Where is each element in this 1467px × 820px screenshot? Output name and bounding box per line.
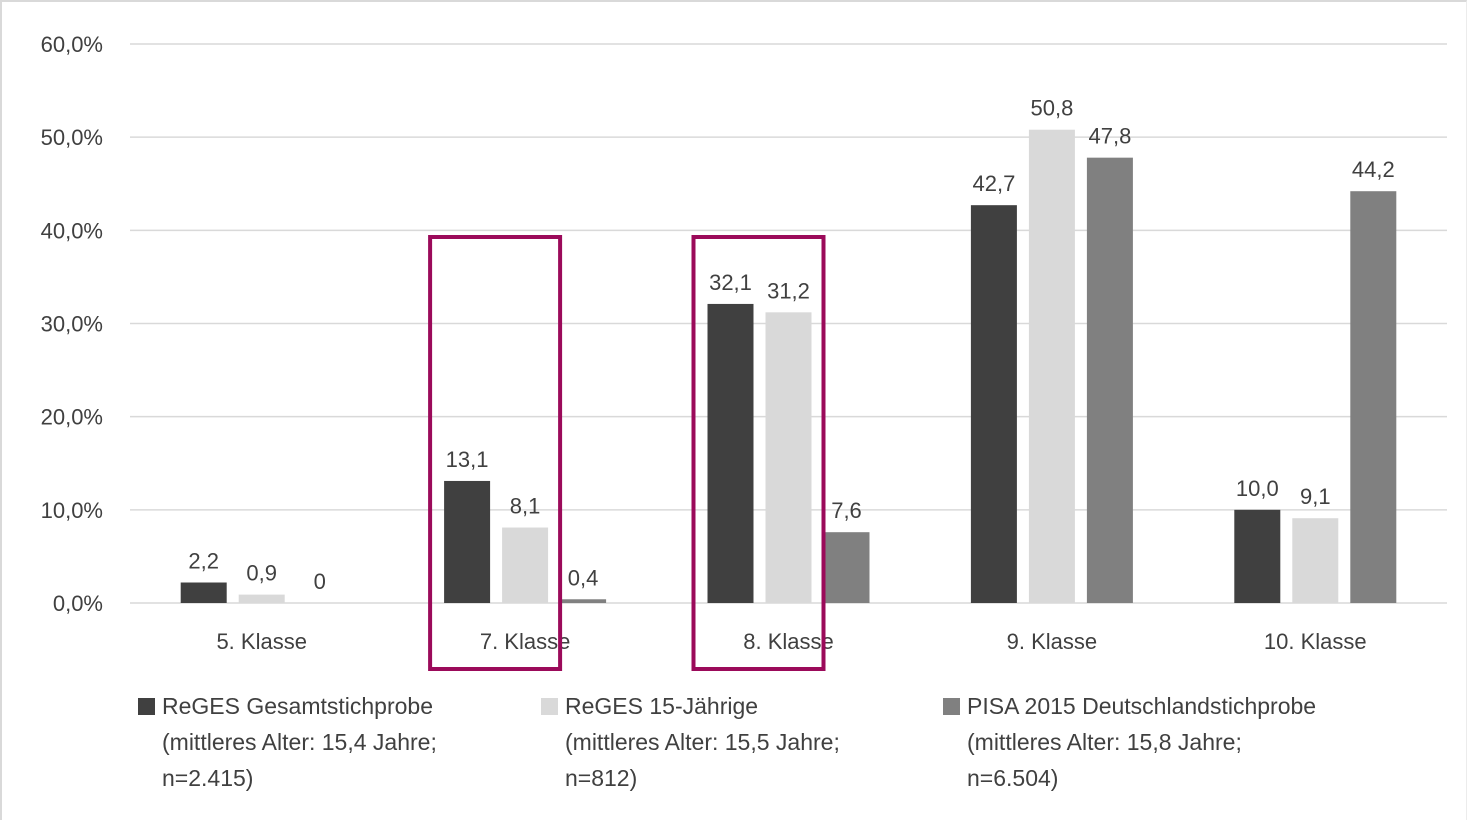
y-tick-label: 20,0% bbox=[41, 405, 103, 430]
bar bbox=[444, 480, 491, 603]
data-label: 50,8 bbox=[1030, 96, 1073, 121]
data-label: 31,2 bbox=[767, 278, 810, 303]
y-tick-label: 30,0% bbox=[41, 312, 103, 337]
x-tick-label: 10. Klasse bbox=[1264, 629, 1367, 654]
legend-label: ReGES Gesamtstichprobe bbox=[162, 693, 433, 719]
legend-item: ReGES Gesamtstichprobe (mittleres Alter: … bbox=[138, 693, 437, 791]
bar bbox=[707, 303, 754, 603]
data-label: 32,1 bbox=[709, 270, 752, 295]
data-label: 7,6 bbox=[831, 498, 862, 523]
bar bbox=[560, 599, 607, 603]
y-tick-label: 60,0% bbox=[41, 32, 103, 57]
legend-label: n=812) bbox=[565, 765, 637, 791]
legend-label: ReGES 15-Jährige bbox=[565, 693, 758, 719]
x-tick-label: 8. Klasse bbox=[743, 629, 834, 654]
legend: ReGES Gesamtstichprobe (mittleres Alter: … bbox=[138, 693, 1316, 791]
legend-label: (mittleres Alter: 15,4 Jahre; bbox=[162, 729, 437, 755]
bar bbox=[970, 205, 1017, 603]
legend-swatch bbox=[138, 698, 155, 715]
x-tick-label: 7. Klasse bbox=[480, 629, 571, 654]
bar bbox=[238, 594, 285, 603]
data-label: 2,2 bbox=[188, 549, 219, 574]
y-tick-label: 0,0% bbox=[53, 591, 103, 616]
x-tick-label: 9. Klasse bbox=[1007, 629, 1098, 654]
legend-item: PISA 2015 Deutschlandstichprobe (mittlere… bbox=[943, 693, 1316, 791]
bar bbox=[823, 532, 870, 603]
y-tick-label: 10,0% bbox=[41, 498, 103, 523]
bar bbox=[502, 527, 549, 603]
bar bbox=[1234, 509, 1281, 603]
legend-item: ReGES 15-Jährige (mittleres Alter: 15,5 J… bbox=[541, 693, 840, 791]
data-label: 13,1 bbox=[446, 447, 489, 472]
y-tick-label: 40,0% bbox=[41, 218, 103, 243]
bar bbox=[1292, 518, 1339, 603]
legend-swatch bbox=[541, 698, 558, 715]
data-label: 0,9 bbox=[246, 561, 277, 586]
legend-label: n=6.504) bbox=[967, 765, 1058, 791]
data-label: 0,4 bbox=[568, 565, 599, 590]
x-tick-label: 5. Klasse bbox=[216, 629, 307, 654]
legend-swatch bbox=[943, 698, 960, 715]
data-label: 0 bbox=[314, 569, 326, 594]
bar bbox=[1028, 129, 1075, 604]
legend-label: PISA 2015 Deutschlandstichprobe bbox=[967, 693, 1316, 719]
data-label: 9,1 bbox=[1300, 484, 1331, 509]
bar bbox=[1086, 157, 1133, 603]
highlight-box bbox=[691, 235, 826, 671]
legend-label: (mittleres Alter: 15,5 Jahre; bbox=[565, 729, 840, 755]
data-label: 44,2 bbox=[1352, 157, 1395, 182]
legend-label: (mittleres Alter: 15,8 Jahre; bbox=[967, 729, 1242, 755]
data-label: 10,0 bbox=[1236, 476, 1279, 501]
highlight-box bbox=[428, 235, 563, 671]
data-label: 47,8 bbox=[1088, 124, 1131, 149]
bars bbox=[180, 129, 1397, 604]
data-label: 8,1 bbox=[510, 494, 541, 519]
bar bbox=[765, 312, 812, 603]
y-tick-label: 50,0% bbox=[41, 125, 103, 150]
data-label: 42,7 bbox=[972, 171, 1015, 196]
bar bbox=[180, 582, 227, 603]
legend-label: n=2.415) bbox=[162, 765, 253, 791]
bar bbox=[1350, 191, 1397, 603]
